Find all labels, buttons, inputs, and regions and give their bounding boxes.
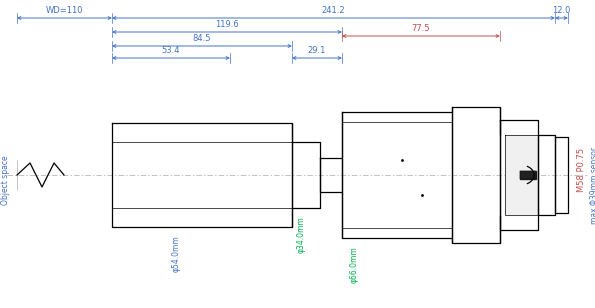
Text: 84.5: 84.5 xyxy=(193,34,211,43)
Text: WD=110: WD=110 xyxy=(46,6,83,15)
Text: Object space: Object space xyxy=(1,155,10,205)
Text: 241.2: 241.2 xyxy=(322,6,345,15)
Polygon shape xyxy=(505,135,538,215)
Text: max Φ39mm sensor: max Φ39mm sensor xyxy=(590,146,595,224)
Text: M58 P0.75: M58 P0.75 xyxy=(577,148,586,192)
Text: 119.6: 119.6 xyxy=(215,20,239,29)
Text: 29.1: 29.1 xyxy=(308,46,326,55)
Text: φ66.0mm: φ66.0mm xyxy=(350,246,359,283)
Text: 53.4: 53.4 xyxy=(162,46,180,55)
Text: φ54.0mm: φ54.0mm xyxy=(172,235,181,272)
Text: 12.0: 12.0 xyxy=(552,6,571,15)
Text: 77.5: 77.5 xyxy=(412,24,430,33)
Polygon shape xyxy=(520,171,536,179)
Text: φ34.0mm: φ34.0mm xyxy=(297,216,306,253)
